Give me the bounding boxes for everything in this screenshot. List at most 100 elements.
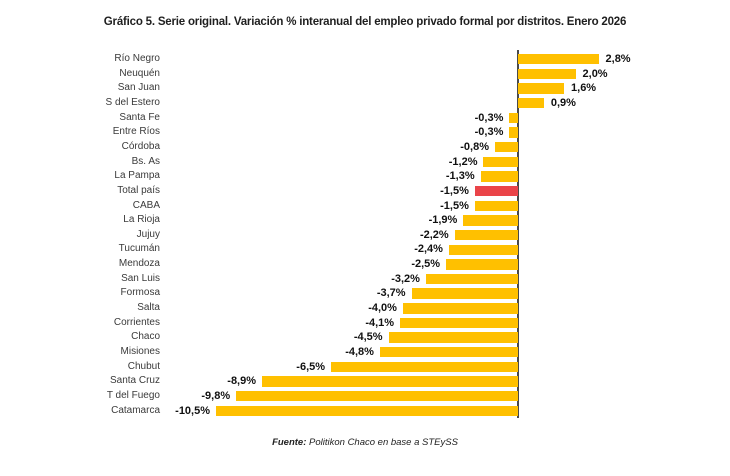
plot-area: Río Negro 2,8% Neuquén 2,0% San Juan 1,6% S de… <box>0 52 730 420</box>
bar <box>463 215 518 226</box>
category-label: Formosa <box>120 287 160 299</box>
value-label: -10,5% <box>175 404 211 417</box>
value-label: -3,7% <box>376 287 406 300</box>
bar <box>518 54 599 65</box>
chart-row: Santa Fe -0,3% <box>0 111 730 126</box>
chart-row: Córdoba -0,8% <box>0 140 730 155</box>
category-label: San Luis <box>121 272 160 284</box>
value-label: -6,5% <box>296 360 326 373</box>
chart-row: Jujuy -2,2% <box>0 228 730 243</box>
chart-row: Chubut -6,5% <box>0 360 730 375</box>
highlight-bar <box>474 185 518 197</box>
chart-row: Entre Ríos -0,3% <box>0 125 730 140</box>
bar <box>446 259 518 270</box>
category-label: Mendoza <box>118 258 160 270</box>
value-label: -4,0% <box>368 302 397 315</box>
chart-row: Bs. As -1,2% <box>0 155 730 170</box>
value-label: 2,8% <box>605 53 631 65</box>
bar <box>509 127 518 138</box>
value-label: -2,5% <box>411 258 441 271</box>
chart-row: Misiones -4,8% <box>0 345 730 360</box>
category-label: Entre Ríos <box>112 126 160 138</box>
bar <box>509 112 518 124</box>
chart-row: Chaco -4,5% <box>0 330 730 345</box>
category-label: Bs. As <box>131 155 160 167</box>
chart-row: Total país -1,5% <box>0 184 730 199</box>
value-label: -1,5% <box>440 199 469 212</box>
value-label: 2,0% <box>582 67 608 80</box>
value-label: -2,2% <box>419 228 449 241</box>
category-label: S del Estero <box>105 96 160 108</box>
chart-row: Salta -4,0% <box>0 301 730 316</box>
category-label: Salta <box>137 302 160 314</box>
value-label: -0,3% <box>474 126 504 139</box>
bar <box>494 141 518 153</box>
value-label: -1,5% <box>440 184 469 197</box>
category-label: Chaco <box>131 331 160 343</box>
chart-row: San Luis -3,2% <box>0 272 730 287</box>
category-label: La Pampa <box>114 170 160 182</box>
bar <box>262 376 518 387</box>
chart-row: San Juan 1,6% <box>0 81 730 96</box>
category-label: Jujuy <box>136 228 160 240</box>
chart-row: CABA -1,5% <box>0 199 730 214</box>
bar <box>236 391 518 402</box>
value-label: -8,9% <box>227 375 257 388</box>
value-label: 1,6% <box>571 82 597 95</box>
value-label: -0,8% <box>460 140 489 153</box>
bar <box>518 68 576 80</box>
category-label: Chubut <box>127 360 160 372</box>
category-label: San Juan <box>117 82 160 94</box>
category-label: Río Negro <box>114 53 160 64</box>
value-label: 0,9% <box>550 96 576 109</box>
bar <box>402 303 518 314</box>
chart-row: Tucumán -2,4% <box>0 242 730 257</box>
chart-source: Fuente: Politikon Chaco en base a STEySS <box>0 437 730 448</box>
zero-axis-line <box>517 50 519 418</box>
value-label: -4,8% <box>345 346 374 358</box>
bar <box>480 171 518 182</box>
bar <box>411 288 518 299</box>
chart-row: Neuquén 2,0% <box>0 67 730 82</box>
value-label: -1,9% <box>428 214 458 227</box>
bar <box>400 317 518 329</box>
category-label: Neuquén <box>119 67 160 79</box>
chart-title: Gráfico 5. Serie original. Variación % i… <box>103 16 627 28</box>
category-label: La Rioja <box>123 214 160 226</box>
chart-row: T del Fuego -9,8% <box>0 389 730 404</box>
category-label: Santa Fe <box>119 111 160 123</box>
bar <box>388 332 518 343</box>
category-label: T del Fuego <box>106 389 160 401</box>
category-label: Córdoba <box>121 140 160 152</box>
chart-row: La Pampa -1,3% <box>0 169 730 184</box>
bar <box>518 83 565 94</box>
chart-row: Catamarca -10,5% <box>0 404 730 419</box>
category-label: Corrientes <box>113 316 160 328</box>
bar <box>518 98 544 109</box>
category-label: CABA <box>132 199 160 211</box>
source-label: Fuente: <box>272 437 307 448</box>
chart-row: Mendoza -2,5% <box>0 257 730 272</box>
value-label: -2,4% <box>414 243 443 256</box>
chart-row: Santa Cruz -8,9% <box>0 374 730 389</box>
bar <box>474 200 518 211</box>
value-label: -1,3% <box>445 170 475 183</box>
category-label: Total país <box>117 184 160 196</box>
category-label: Catamarca <box>111 404 160 416</box>
category-label: Santa Cruz <box>109 375 160 387</box>
value-label: -3,2% <box>391 272 420 285</box>
bar <box>454 229 518 241</box>
bar <box>331 361 518 373</box>
value-label: -1,2% <box>448 155 478 168</box>
source-text: Politikon Chaco en base a STEySS <box>309 437 458 448</box>
chart-row: S del Estero 0,9% <box>0 96 730 111</box>
chart-row: Formosa -3,7% <box>0 286 730 301</box>
value-label: -0,3% <box>474 111 504 124</box>
bar <box>216 405 518 417</box>
value-label: -4,1% <box>365 316 395 329</box>
category-label: Misiones <box>120 346 160 357</box>
chart-row: Corrientes -4,1% <box>0 316 730 331</box>
bar <box>425 273 518 285</box>
value-label: -9,8% <box>201 389 231 402</box>
chart-row: La Rioja -1,9% <box>0 213 730 228</box>
